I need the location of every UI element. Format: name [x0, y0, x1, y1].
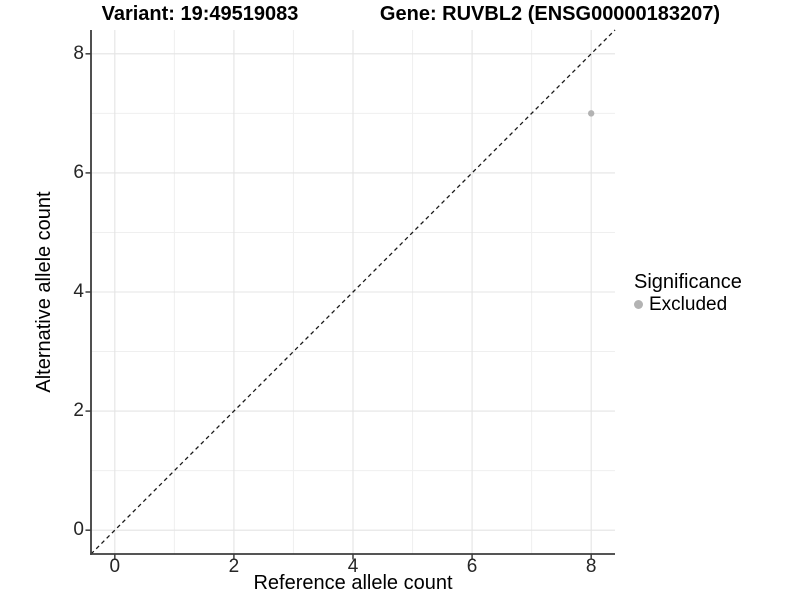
legend-item-excluded: Excluded — [634, 294, 742, 315]
x-tick-label: 0 — [109, 556, 121, 577]
y-axis-title: Alternative allele count — [33, 191, 55, 393]
y-tick-label: 6 — [73, 161, 84, 183]
legend-title: Significance — [634, 271, 742, 293]
y-tick-label: 0 — [73, 519, 84, 541]
y-tick-label: 2 — [73, 400, 84, 422]
y-tick-label: 4 — [73, 281, 84, 302]
x-axis-title: Reference allele count — [253, 572, 453, 594]
gene-title: Gene: RUVBL2 (ENSG00000183207) — [379, 3, 721, 25]
data-point — [587, 110, 595, 117]
y-tick-label: 8 — [73, 42, 84, 64]
x-tick-label: 6 — [466, 556, 478, 577]
identity-dashed-line — [90, 29, 616, 555]
legend-point-swatch — [634, 300, 643, 309]
variant-title: Variant: 19:49519083 — [101, 3, 299, 25]
legend-item-label: Excluded — [649, 294, 728, 315]
legend: Significance Excluded — [634, 271, 742, 315]
x-tick-label: 4 — [347, 556, 359, 577]
x-tick-label: 2 — [228, 556, 240, 577]
x-tick-label: 8 — [585, 556, 597, 577]
